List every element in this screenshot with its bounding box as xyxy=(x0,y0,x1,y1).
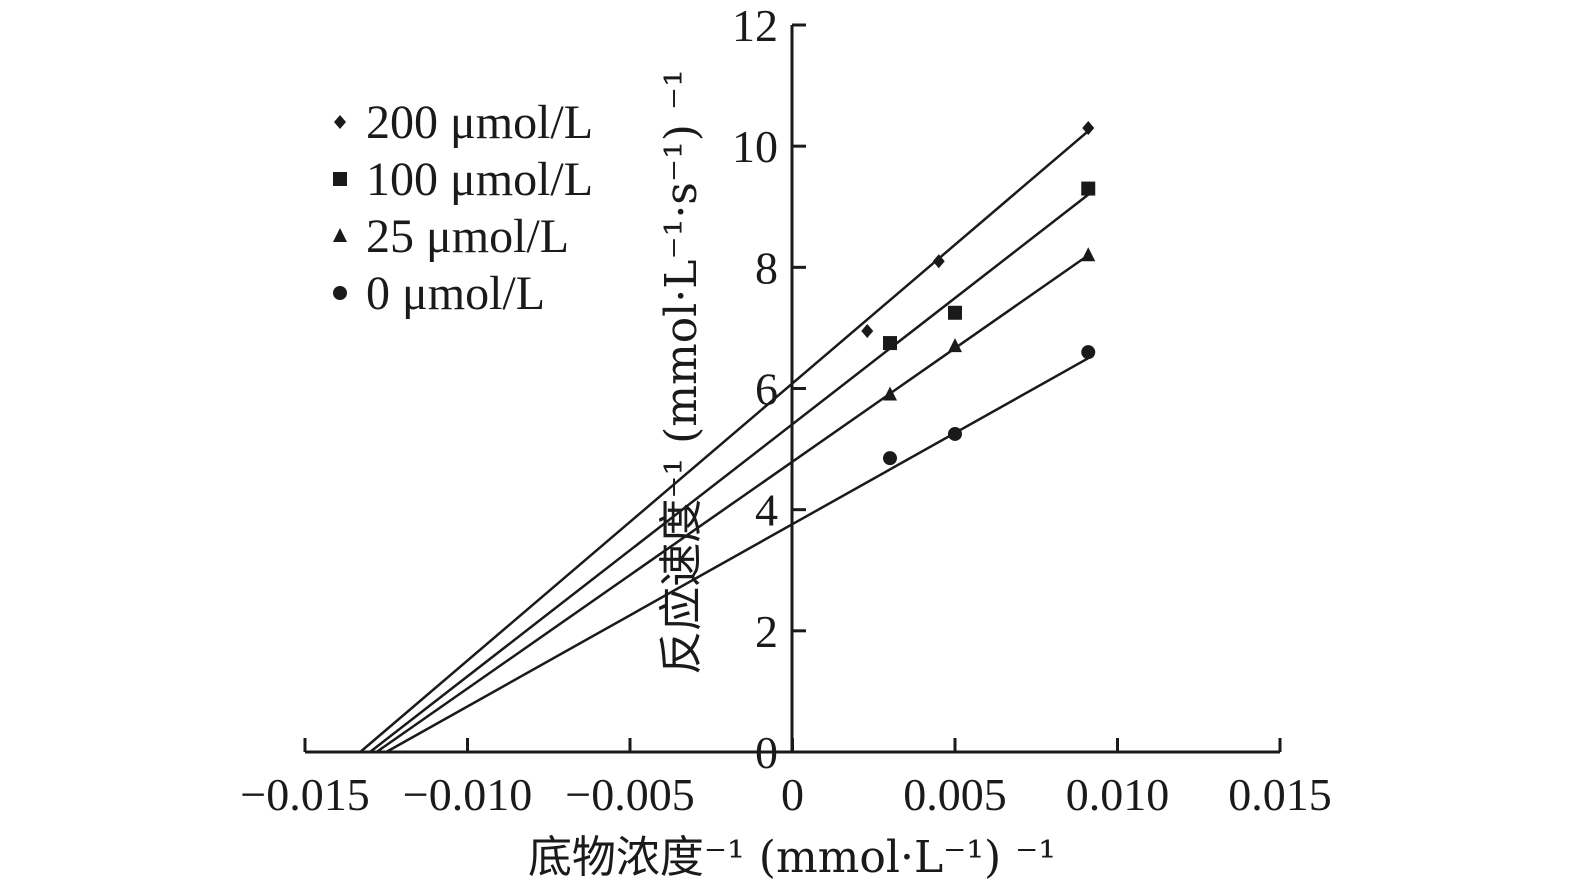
y-tick-label: 6 xyxy=(755,364,778,415)
y-tick-label: 10 xyxy=(732,121,778,172)
data-markers xyxy=(861,120,1096,466)
data-point-circle xyxy=(948,426,962,441)
x-tick-label: 0.010 xyxy=(1066,769,1170,820)
y-tick-label: 0 xyxy=(755,727,778,778)
fit-line-circle xyxy=(385,357,1089,754)
data-point-triangle xyxy=(948,338,962,353)
data-point-square xyxy=(883,336,897,351)
data-point-circle xyxy=(883,451,897,466)
legend-label: 0 μmol/L xyxy=(366,267,545,320)
data-point-circle xyxy=(1081,345,1096,360)
y-tick-label: 4 xyxy=(755,485,778,536)
fit-line-triangle xyxy=(375,254,1089,754)
axes: −0.015 −0.010 −0.005 0 0.005 0.010 0.015 0 2 4 6 8 1… xyxy=(240,0,1331,820)
data-point-triangle xyxy=(1081,247,1096,262)
fit-lines xyxy=(359,130,1090,754)
data-point-triangle xyxy=(883,386,897,401)
fit-line-square xyxy=(369,193,1090,753)
fit-line-diamond xyxy=(359,130,1090,753)
y-tick-label: 12 xyxy=(732,0,778,51)
legend-marker-square xyxy=(333,172,347,186)
y-axis-title: 反应速度⁻¹ (mmol·L⁻¹·s⁻¹) ⁻¹ xyxy=(656,69,707,675)
data-point-diamond xyxy=(861,323,874,338)
legend-label: 200 μmol/L xyxy=(366,96,593,149)
data-point-diamond xyxy=(1082,120,1095,135)
legend-marker-triangle xyxy=(333,228,347,242)
x-tick-label: −0.005 xyxy=(565,769,694,820)
legend-label: 100 μmol/L xyxy=(366,153,593,206)
legend-label: 25 μmol/L xyxy=(366,210,569,263)
data-point-diamond xyxy=(932,254,945,269)
x-tick-label: 0 xyxy=(781,769,804,820)
y-tick-label: 2 xyxy=(755,606,778,657)
data-point-square xyxy=(948,305,962,320)
legend-marker-circle xyxy=(333,286,347,300)
legend-marker-diamond xyxy=(334,115,346,129)
x-tick-label: −0.015 xyxy=(240,769,369,820)
x-axis-title: 底物浓度⁻¹ (mmol·L⁻¹) ⁻¹ xyxy=(528,832,1056,883)
x-tick-label: 0.015 xyxy=(1228,769,1332,820)
y-tick-label: 8 xyxy=(755,242,778,293)
x-tick-label: 0.005 xyxy=(903,769,1007,820)
data-point-square xyxy=(1081,181,1096,196)
x-tick-label: −0.010 xyxy=(403,769,532,820)
